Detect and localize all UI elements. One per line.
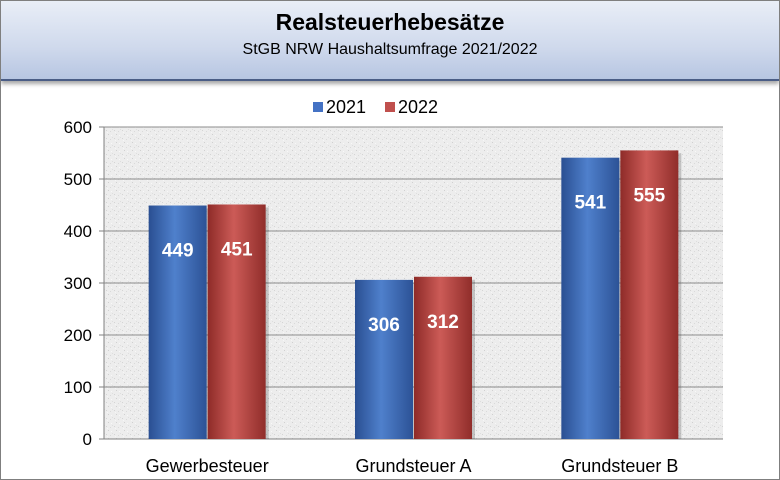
bar-2021-grundsteuer-b [561,157,620,439]
legend-label: 2022 [398,97,438,117]
y-tick-label: 200 [64,326,92,345]
bar-2021-gewerbesteuer [148,205,207,439]
bars: 449 451 306 312 541 555 [148,150,682,439]
bar-2022-gewerbesteuer [207,204,266,439]
chart-subtitle: StGB NRW Haushaltsumfrage 2021/2022 [242,41,538,58]
y-tick-label: 0 [83,430,92,449]
data-label: 312 [427,312,459,333]
chart-header: Realsteuerhebesätze StGB NRW Haushaltsum… [1,1,779,81]
x-tick-label: Grundsteuer A [355,456,471,476]
data-label: 541 [574,193,606,214]
legend: 2021 2022 [313,97,438,117]
bar-2022-grundsteuer-a [414,276,472,439]
legend-label: 2021 [326,97,366,117]
y-tick-label: 300 [64,274,92,293]
y-tick-label: 500 [64,170,92,189]
x-tick-label: Grundsteuer B [561,456,678,476]
legend-swatch [385,102,395,112]
y-axis: 0 100 200 300 400 500 600 [64,118,723,449]
data-label: 555 [633,185,665,206]
x-axis: Gewerbesteuer Grundsteuer A Grundsteuer B [146,456,679,476]
legend-swatch [313,102,323,112]
x-tick-label: Gewerbesteuer [146,456,269,476]
data-label: 449 [162,241,194,262]
data-label: 306 [368,315,400,336]
chart-title: Realsteuerhebesätze [275,9,505,35]
bar-2022-grundsteuer-b [620,150,679,439]
y-tick-label: 100 [64,378,92,397]
y-tick-label: 400 [64,222,92,241]
bar-2021-grundsteuer-a [355,279,413,439]
data-label: 451 [221,239,253,260]
y-tick-label: 600 [64,118,92,137]
